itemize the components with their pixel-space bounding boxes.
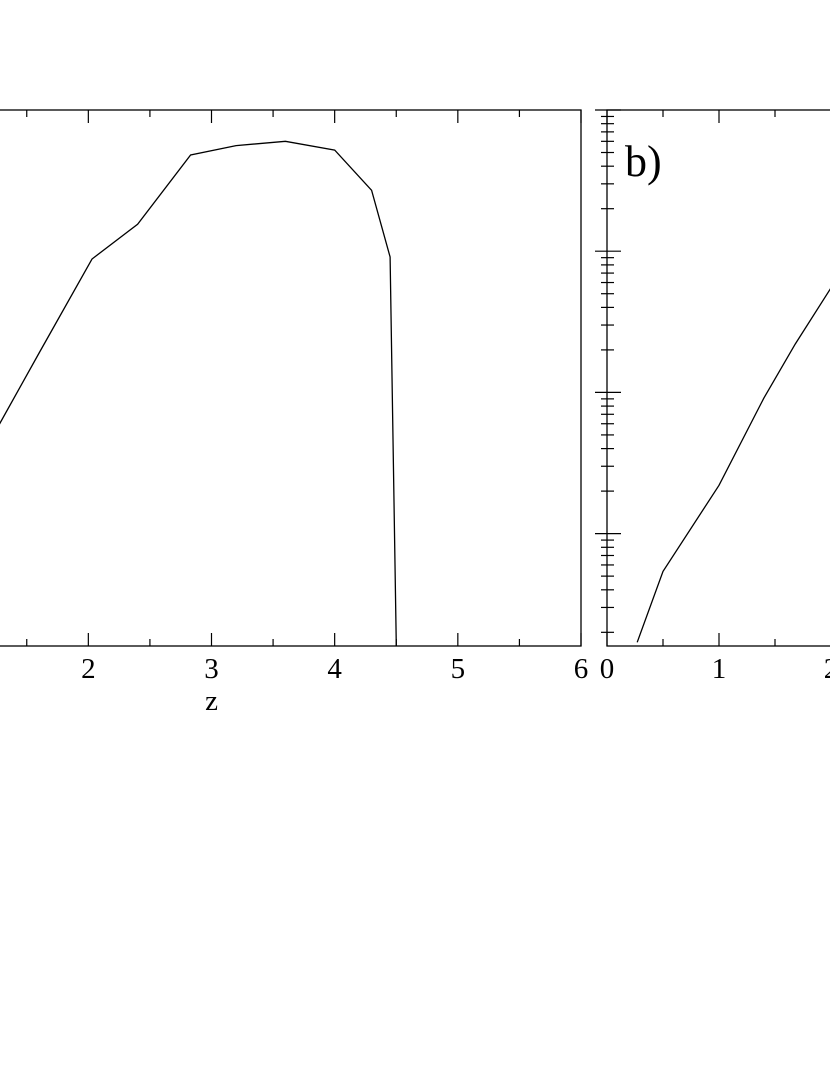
curve <box>0 140 397 647</box>
curve <box>636 288 830 643</box>
x-tick-label: 2 <box>824 653 830 685</box>
x-tick-label: 3 <box>204 653 219 685</box>
x-tick-label: 2 <box>81 653 96 685</box>
x-axis-label: z <box>205 685 218 717</box>
panel-label: b) <box>625 137 662 186</box>
x-tick-label: 5 <box>451 653 466 685</box>
x-tick-label: 1 <box>712 653 727 685</box>
x-tick-label: 0 <box>600 653 615 685</box>
x-tick-label: 4 <box>327 653 342 685</box>
plot-frame <box>606 109 830 647</box>
plot-frame <box>0 109 582 647</box>
x-tick-label: 6 <box>574 653 589 685</box>
